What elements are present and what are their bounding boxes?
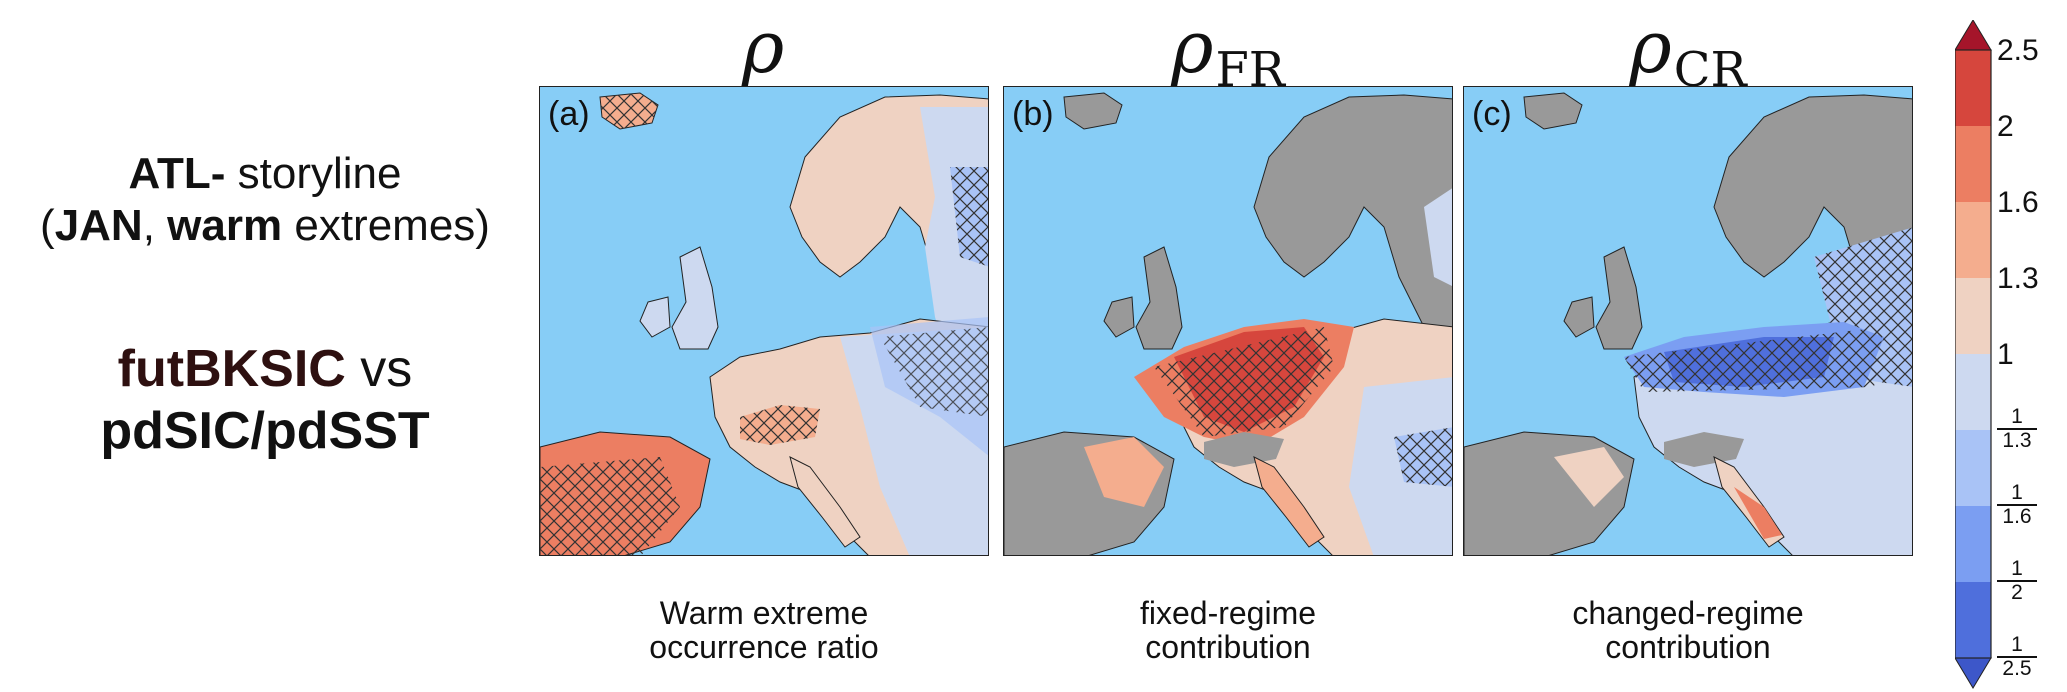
europe-map-c bbox=[1464, 87, 1912, 555]
panel-label-b: (b) bbox=[1012, 95, 1054, 133]
colorbar-fraction-1-6: 1 1.6 bbox=[1997, 482, 2037, 528]
extremes-word: extremes) bbox=[282, 201, 490, 250]
fraction-denominator: 2.5 bbox=[2002, 657, 2032, 680]
caption-c: changed-regime contribution bbox=[1462, 596, 1914, 664]
colorbar-label-1: 1 bbox=[1997, 338, 2014, 371]
condition-line: (JAN, warm extremes) bbox=[0, 200, 530, 252]
fraction-numerator: 1 bbox=[1997, 482, 2037, 506]
experiment-baseline: pdSIC/pdSST bbox=[100, 402, 430, 460]
panel-title-symbol: ρ bbox=[1629, 5, 1672, 89]
storyline-rest: storyline bbox=[225, 149, 402, 198]
left-description: ATL- storyline (JAN, warm extremes) futB… bbox=[0, 0, 530, 692]
experiment-main: futBKSIC bbox=[117, 340, 346, 398]
fraction-denominator: 1.3 bbox=[2002, 429, 2032, 452]
fraction-denominator: 1.6 bbox=[2002, 505, 2032, 528]
colorbar-label-2-5: 2.5 bbox=[1997, 34, 2039, 67]
panel-title-a: ρ bbox=[538, 4, 990, 99]
panel-title-c: ρCR bbox=[1462, 4, 1914, 99]
colorbar-scale bbox=[1955, 20, 1992, 689]
europe-map-a bbox=[540, 87, 988, 555]
storyline-bold: ATL- bbox=[128, 149, 226, 198]
experiment-line: futBKSIC vs bbox=[0, 338, 530, 400]
colorbar-fraction-2: 1 2 bbox=[1997, 558, 2037, 604]
extreme-type-label: warm bbox=[167, 201, 283, 250]
month-label: JAN bbox=[54, 201, 143, 250]
caption-b-line2: contribution bbox=[1145, 629, 1311, 665]
map-panel-a: (a) bbox=[539, 86, 989, 556]
fraction-denominator: 2 bbox=[2011, 581, 2023, 604]
caption-a: Warm extreme occurrence ratio bbox=[538, 596, 990, 664]
caption-c-line1: changed-regime bbox=[1572, 595, 1804, 631]
caption-c-line2: contribution bbox=[1605, 629, 1771, 665]
fraction-numerator: 1 bbox=[1997, 634, 2037, 658]
fraction-numerator: 1 bbox=[1997, 406, 2037, 430]
caption-b-line1: fixed-regime bbox=[1139, 595, 1317, 631]
colorbar-fraction-2-5: 1 2.5 bbox=[1997, 634, 2037, 680]
caption-a-line2: occurrence ratio bbox=[649, 629, 879, 665]
caption-a-line1: Warm extreme bbox=[659, 595, 869, 631]
colorbar-label-1-6: 1.6 bbox=[1997, 186, 2039, 219]
colorbar-label-1-3: 1.3 bbox=[1997, 262, 2039, 295]
experiment-vs: vs bbox=[345, 340, 413, 398]
map-panel-c: (c) bbox=[1463, 86, 1913, 556]
colorbar-label-2: 2 bbox=[1997, 110, 2014, 143]
storyline-line: ATL- storyline bbox=[0, 148, 530, 200]
europe-map-b bbox=[1004, 87, 1452, 555]
fraction-numerator: 1 bbox=[1997, 558, 2037, 582]
caption-b: fixed-regime contribution bbox=[1002, 596, 1454, 664]
paren-open: ( bbox=[40, 201, 55, 250]
panel-label-a: (a) bbox=[548, 95, 590, 133]
panel-label-c: (c) bbox=[1472, 95, 1512, 133]
panel-title-symbol: ρ bbox=[741, 5, 785, 89]
map-panel-b: (b) bbox=[1003, 86, 1453, 556]
colorbar-fraction-1-3: 1 1.3 bbox=[1997, 406, 2037, 452]
comma: , bbox=[142, 201, 168, 250]
panel-title-b: ρFR bbox=[1002, 4, 1454, 99]
colorbar: 2.5 2 1.6 1.3 1 1 1.3 1 1.6 1 2 1 2.5 bbox=[1955, 20, 2067, 690]
panel-title-symbol: ρ bbox=[1171, 5, 1214, 89]
